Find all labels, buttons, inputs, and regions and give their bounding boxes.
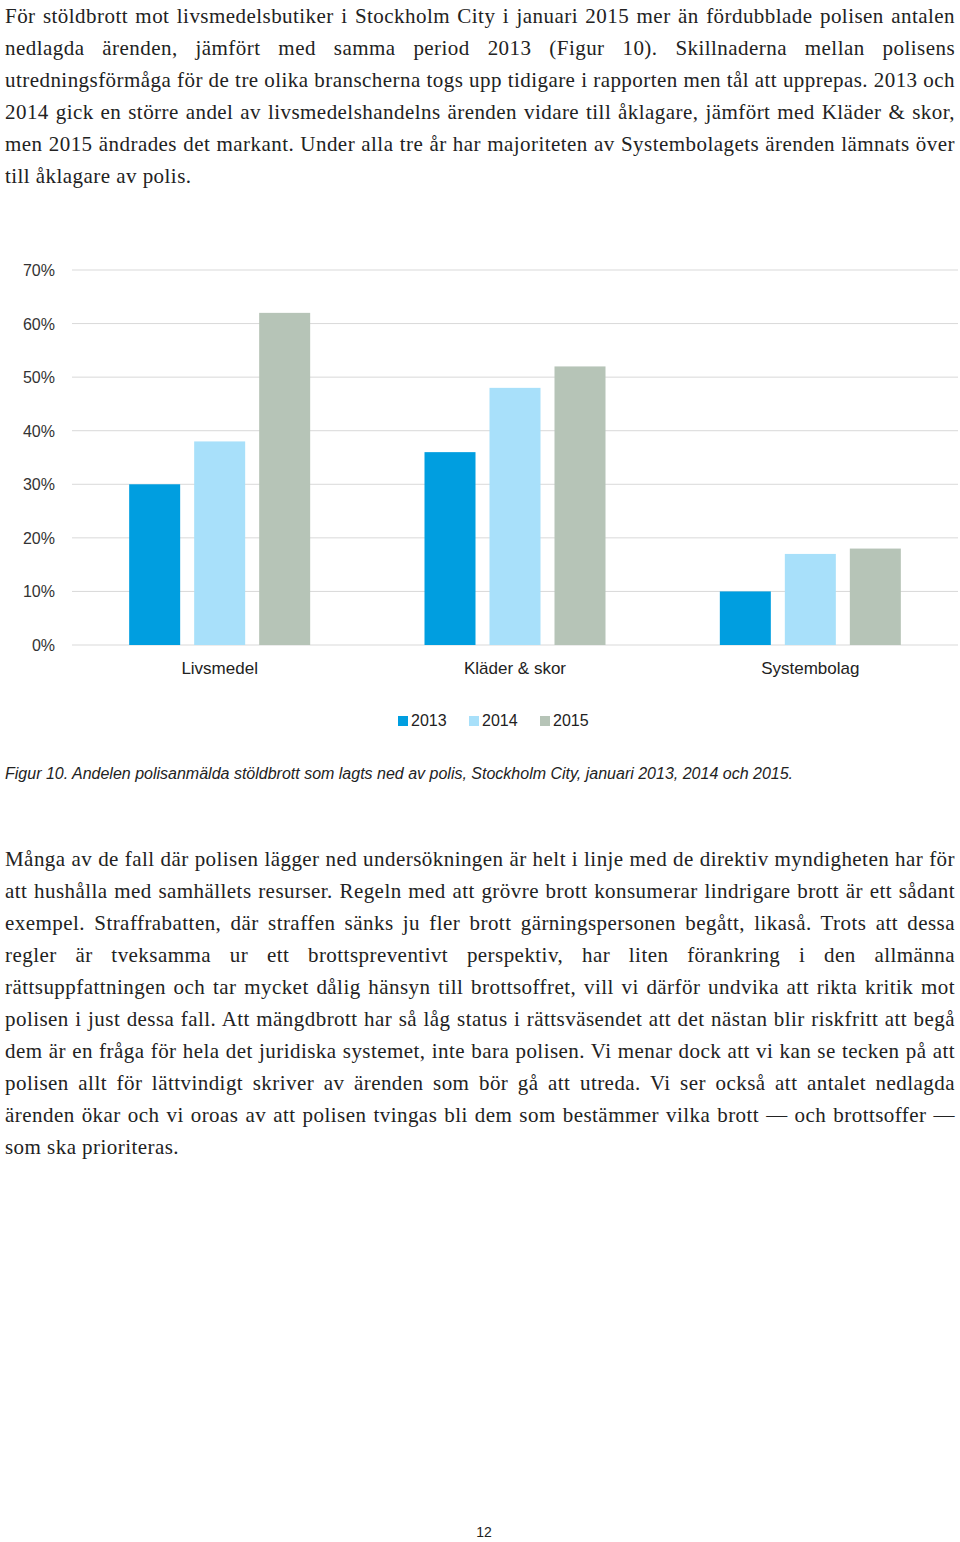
paragraph: För stöldbrott mot livsmedelsbutiker i S… bbox=[5, 0, 955, 192]
paragraph: Många av de fall där polisen lägger ned … bbox=[5, 843, 955, 1163]
tick-label: 70% bbox=[23, 262, 55, 279]
page-number: 12 bbox=[0, 1524, 960, 1540]
legend-label: 2015 bbox=[553, 712, 589, 729]
legend-swatch bbox=[540, 716, 550, 726]
category-label: Systembolag bbox=[761, 659, 859, 678]
legend-label: 2013 bbox=[411, 712, 447, 729]
bar bbox=[129, 484, 180, 645]
legend-swatch bbox=[398, 716, 408, 726]
bar bbox=[785, 554, 836, 645]
bar bbox=[194, 441, 245, 645]
bar bbox=[425, 452, 476, 645]
bar bbox=[720, 591, 771, 645]
tick-label: 30% bbox=[23, 476, 55, 493]
tick-label: 10% bbox=[23, 583, 55, 600]
legend-label: 2014 bbox=[482, 712, 518, 729]
tick-label: 20% bbox=[23, 530, 55, 547]
figure-caption: Figur 10. Andelen polisanmälda stöldbrot… bbox=[5, 765, 955, 783]
bar bbox=[490, 388, 541, 645]
bars bbox=[129, 313, 901, 645]
grid-line bbox=[72, 377, 958, 378]
category-label: Livsmedel bbox=[181, 659, 258, 678]
legend: 2013 2014 2015 bbox=[398, 712, 589, 729]
chart: 0% 10% 20% 30% 40% 50% 60% 70% Livsmedel Kläder &… bbox=[0, 0, 960, 750]
grid-line bbox=[72, 323, 958, 324]
legend-swatch bbox=[469, 716, 479, 726]
tick-label: 40% bbox=[23, 423, 55, 440]
tick-label: 60% bbox=[23, 316, 55, 333]
grid-line bbox=[72, 270, 958, 271]
bar bbox=[259, 313, 310, 645]
tick-label: 50% bbox=[23, 369, 55, 386]
bar bbox=[555, 366, 606, 645]
category-label: Kläder & skor bbox=[464, 659, 566, 678]
tick-label: 0% bbox=[32, 637, 55, 654]
bar bbox=[850, 549, 901, 645]
